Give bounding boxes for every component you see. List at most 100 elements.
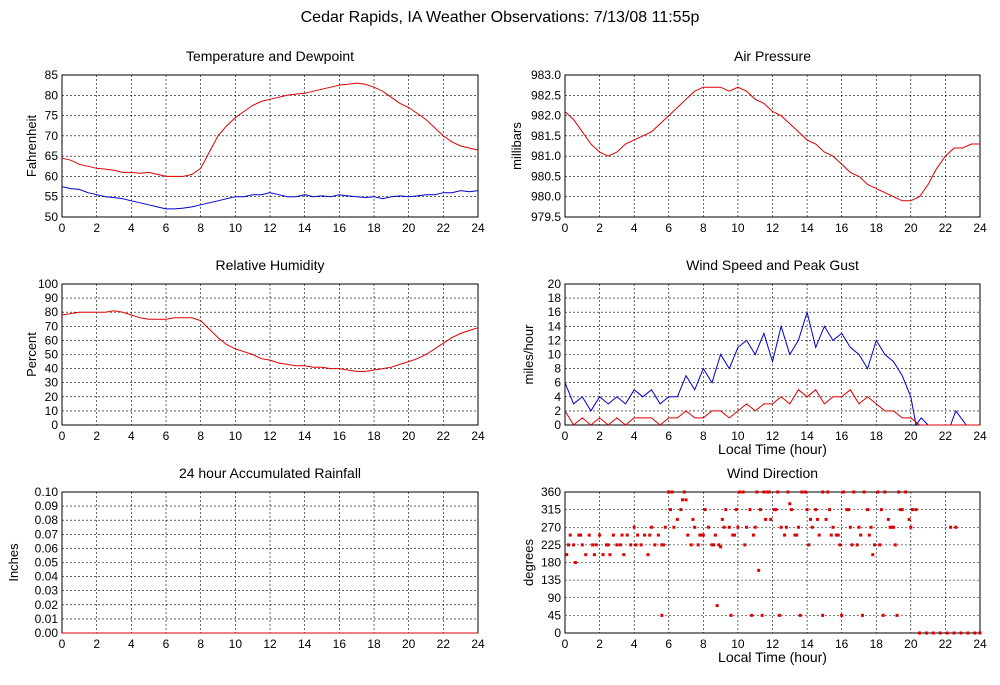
direction-point: [881, 613, 885, 617]
direction-point: [722, 525, 726, 529]
direction-point: [821, 490, 825, 494]
direction-ytick: 180: [541, 556, 561, 570]
rain-xtick: 4: [128, 637, 135, 651]
direction-point: [798, 613, 802, 617]
direction-point: [817, 533, 821, 537]
direction-point: [701, 533, 705, 537]
temp-xtick: 16: [333, 221, 347, 235]
direction-point: [580, 543, 584, 547]
direction-point: [727, 525, 731, 529]
direction-point: [898, 508, 902, 512]
humidity-frame: [61, 283, 479, 426]
humidity-ytick: 30: [45, 376, 59, 390]
direction-point: [883, 490, 887, 494]
direction-title: Wind Direction: [727, 465, 818, 481]
temp-xtick: 10: [229, 221, 243, 235]
direction-point: [713, 533, 717, 537]
direction-point: [978, 631, 982, 635]
wind-ytick: 4: [554, 390, 561, 404]
temp-series-0: [61, 82, 479, 177]
temp-ytick: 75: [45, 109, 59, 123]
direction-point: [814, 508, 818, 512]
temp-ytick: 65: [45, 149, 59, 163]
direction-ytick: 90: [548, 591, 562, 605]
pressure-xtick: 22: [939, 221, 953, 235]
wind-xtick: 20: [904, 429, 918, 443]
humidity-xtick: 12: [263, 429, 277, 443]
wind-ytick: 10: [548, 348, 562, 362]
direction-point: [579, 533, 583, 537]
direction-point: [648, 533, 652, 537]
direction-point: [938, 631, 942, 635]
direction-point: [777, 613, 781, 617]
humidity-xtick: 4: [128, 429, 135, 443]
direction-point: [719, 545, 723, 549]
direction-point: [876, 490, 880, 494]
wind-ylabel: miles/hour: [521, 324, 536, 385]
direction-ytick: 135: [541, 573, 561, 587]
direction-xtick: 4: [631, 637, 638, 651]
temp-xtick: 22: [437, 221, 451, 235]
humidity-series-0: [61, 310, 479, 372]
humidity-xtick: 22: [437, 429, 451, 443]
rain-xtick: 16: [333, 637, 347, 651]
temp-ytick: 50: [45, 210, 59, 224]
rain-xtick: 18: [367, 637, 381, 651]
pressure-xtick: 12: [766, 221, 780, 235]
rain-ytick: 0.04: [35, 570, 59, 584]
direction-point: [866, 508, 870, 512]
direction-point: [847, 508, 851, 512]
direction-point: [639, 543, 643, 547]
direction-point: [769, 517, 773, 521]
temp-ylabel: Fahrenheit: [24, 115, 39, 178]
rain-xtick: 22: [437, 637, 451, 651]
direction-point: [748, 508, 752, 512]
direction-point: [879, 508, 883, 512]
direction-ytick: 315: [541, 503, 561, 517]
wind-xtick: 22: [939, 429, 953, 443]
pressure-xtick: 16: [835, 221, 849, 235]
direction-point: [594, 543, 598, 547]
direction-point: [618, 543, 622, 547]
direction-point: [608, 553, 612, 557]
temp-xtick: 14: [298, 221, 312, 235]
wind-xtick: 4: [631, 429, 638, 443]
direction-point: [900, 508, 904, 512]
direction-point: [776, 490, 780, 494]
direction-point: [809, 517, 813, 521]
direction-point: [743, 543, 747, 547]
direction-point: [698, 533, 702, 537]
pressure-xtick: 14: [800, 221, 814, 235]
wind-ytick: 14: [548, 319, 562, 333]
direction-point: [720, 517, 724, 521]
rain-xtick: 20: [402, 637, 416, 651]
rain-ytick: 0.01: [35, 612, 59, 626]
rain-ytick: 0.10: [35, 485, 59, 499]
direction-point: [572, 543, 576, 547]
direction-point: [805, 508, 809, 512]
wind-xlabel: Local Time (hour): [718, 441, 827, 457]
wind-series-1: [564, 389, 980, 426]
direction-point: [859, 533, 863, 537]
direction-point: [764, 517, 768, 521]
temp-ytick: 70: [45, 129, 59, 143]
direction-point: [841, 490, 845, 494]
direction-point: [750, 613, 754, 617]
direction-point: [890, 525, 894, 529]
direction-xtick: 14: [800, 637, 814, 651]
pressure-ytick: 981.0: [531, 149, 561, 163]
direction-xlabel: Local Time (hour): [718, 649, 827, 665]
direction-point: [710, 543, 714, 547]
direction-point: [878, 543, 882, 547]
direction-point: [931, 631, 935, 635]
direction-point: [800, 490, 804, 494]
direction-point: [834, 533, 838, 537]
direction-point: [729, 613, 733, 617]
direction-point: [765, 490, 769, 494]
humidity-title: Relative Humidity: [216, 257, 325, 273]
direction-point: [840, 613, 844, 617]
pressure-xtick: 24: [973, 221, 987, 235]
